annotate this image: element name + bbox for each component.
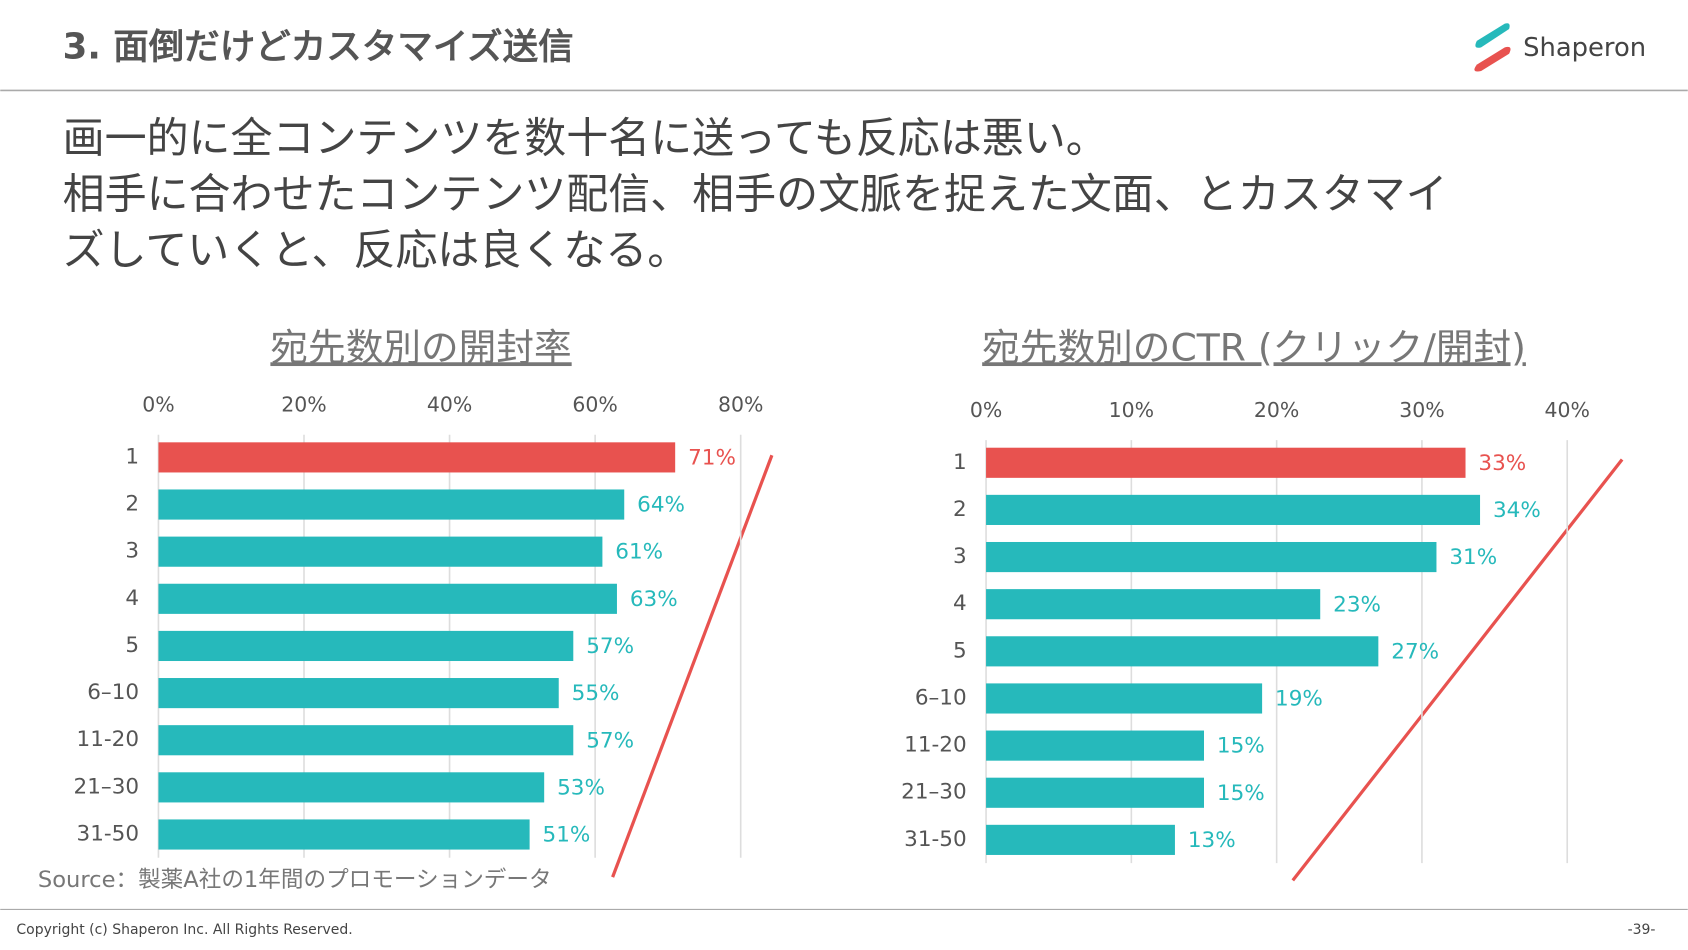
body-line: 相手に合わせたコンテンツ配信、相手の文脈を捉えた文面、とカスタマイ xyxy=(63,169,1448,218)
y-tick-label: 6–10 xyxy=(915,685,967,710)
x-tick-label: 0% xyxy=(142,393,174,417)
y-tick-label: 31-50 xyxy=(77,822,140,847)
logo-shape xyxy=(1475,23,1510,48)
bar xyxy=(158,819,530,850)
y-tick-label: 1 xyxy=(953,450,967,475)
value-label: 34% xyxy=(1493,498,1541,523)
x-tick-label: 40% xyxy=(1545,398,1590,422)
bar xyxy=(158,583,617,614)
bar xyxy=(158,725,574,756)
slide-title: 3. 面倒だけどカスタマイズ送信 xyxy=(63,26,574,67)
value-label: 71% xyxy=(688,445,736,470)
value-label: 31% xyxy=(1449,545,1497,570)
bar xyxy=(158,442,676,473)
value-label: 27% xyxy=(1391,639,1439,664)
bar xyxy=(158,489,625,520)
bar xyxy=(986,824,1175,855)
bar xyxy=(986,541,1437,573)
value-label: 57% xyxy=(586,728,634,753)
copyright: Copyright (c) Shaperon Inc. All Rights R… xyxy=(16,922,352,938)
y-tick-label: 3 xyxy=(953,544,967,569)
x-tick-label: 20% xyxy=(1254,398,1299,422)
value-label: 61% xyxy=(615,540,663,565)
page-number: -39- xyxy=(1628,922,1656,938)
bar xyxy=(986,589,1321,620)
y-tick-label: 2 xyxy=(953,497,967,522)
bar xyxy=(158,678,559,709)
bar xyxy=(986,494,1481,525)
value-label: 64% xyxy=(637,493,685,518)
value-label: 13% xyxy=(1188,828,1236,853)
body-line: 画一的に全コンテンツを数十名に送っても反応は悪い。 xyxy=(63,113,1108,162)
value-label: 33% xyxy=(1478,451,1526,476)
x-tick-label: 80% xyxy=(718,393,763,417)
y-tick-label: 21–30 xyxy=(74,774,140,799)
y-tick-label: 5 xyxy=(125,633,139,658)
value-label: 53% xyxy=(557,775,605,800)
bar xyxy=(986,777,1204,808)
chart-title: 宛先数別のCTR (クリック/開封) xyxy=(982,325,1526,369)
x-tick-label: 30% xyxy=(1399,398,1444,422)
value-label: 15% xyxy=(1217,781,1265,806)
y-tick-label: 21–30 xyxy=(901,780,967,805)
value-label: 19% xyxy=(1275,687,1323,712)
x-tick-label: 40% xyxy=(427,393,472,417)
value-label: 57% xyxy=(586,634,634,659)
x-tick-label: 10% xyxy=(1109,398,1154,422)
x-tick-label: 20% xyxy=(281,393,326,417)
y-tick-label: 31-50 xyxy=(904,827,967,852)
bar xyxy=(158,772,545,803)
source: Source：製薬A社の1年間のプロモーションデータ xyxy=(38,867,552,893)
value-label: 55% xyxy=(572,681,620,706)
y-tick-label: 1 xyxy=(125,444,139,469)
bar xyxy=(158,536,603,567)
bar xyxy=(158,630,574,662)
value-label: 51% xyxy=(543,823,591,848)
y-tick-label: 6–10 xyxy=(87,680,139,705)
y-tick-label: 11-20 xyxy=(77,727,140,752)
bar xyxy=(986,683,1263,714)
value-label: 15% xyxy=(1217,734,1265,759)
bar xyxy=(986,636,1379,667)
logo-shape xyxy=(1474,46,1511,72)
x-tick-label: 0% xyxy=(970,398,1002,422)
y-tick-label: 3 xyxy=(125,539,139,564)
y-tick-label: 4 xyxy=(125,586,139,611)
y-tick-label: 2 xyxy=(125,492,139,517)
value-label: 23% xyxy=(1333,592,1381,617)
bar xyxy=(986,730,1204,761)
bar xyxy=(986,447,1466,478)
x-tick-label: 60% xyxy=(572,393,617,417)
value-label: 63% xyxy=(630,587,678,612)
y-tick-label: 5 xyxy=(953,638,967,663)
y-tick-label: 11-20 xyxy=(904,733,967,758)
body-line: ズしていくと、反応は良くなる。 xyxy=(63,225,690,274)
y-tick-label: 4 xyxy=(953,591,967,616)
logo-text: Shaperon xyxy=(1523,33,1646,63)
chart-title: 宛先数別の開封率 xyxy=(270,325,571,369)
trend-line xyxy=(611,454,774,878)
